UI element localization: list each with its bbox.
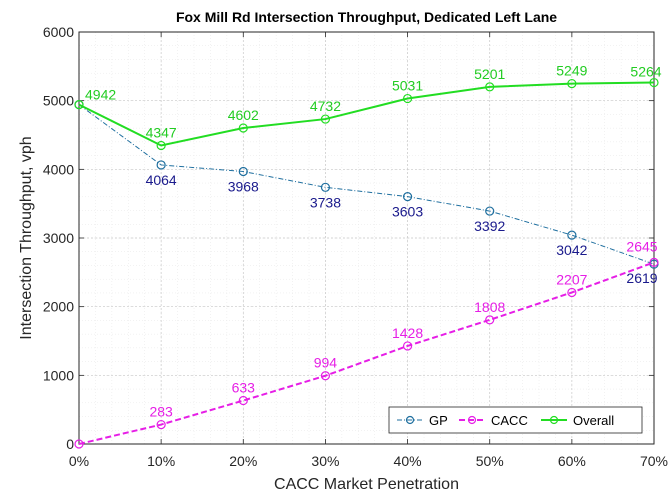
data-point-cacc xyxy=(238,395,248,406)
data-point-overall xyxy=(402,93,413,104)
legend-marker-cacc xyxy=(467,415,477,425)
data-label-gp: 3603 xyxy=(392,204,423,220)
legend-box xyxy=(388,406,643,434)
data-label-overall: 4347 xyxy=(146,125,177,141)
data-point-cacc xyxy=(320,371,331,381)
data-point-overall xyxy=(74,100,84,110)
data-label-overall: 4602 xyxy=(228,107,259,123)
plot-area xyxy=(79,32,654,444)
data-point-gp xyxy=(238,166,248,177)
data-point-gp xyxy=(402,191,413,202)
y-tick-label: 0 xyxy=(66,436,74,452)
data-point-cacc xyxy=(74,439,84,449)
data-label-gp: 3738 xyxy=(310,194,341,210)
y-tick-label: 4000 xyxy=(43,161,74,177)
data-label-cacc: 283 xyxy=(149,404,173,420)
x-tick-label: 20% xyxy=(229,453,257,469)
data-label-gp: 3042 xyxy=(556,242,587,258)
data-label-cacc: 1808 xyxy=(474,299,505,315)
data-point-overall xyxy=(156,140,166,151)
legend-label-gp: GP xyxy=(429,413,448,428)
data-point-gp xyxy=(485,206,495,216)
data-label-overall: 5031 xyxy=(392,78,423,94)
data-label-overall: 4942 xyxy=(85,87,116,103)
data-label-cacc: 1428 xyxy=(392,325,423,341)
x-tick-label: 70% xyxy=(640,453,668,469)
legend-marker-overall xyxy=(549,415,559,425)
data-label-overall: 5264 xyxy=(630,64,661,80)
x-tick-label: 10% xyxy=(147,453,175,469)
legend-label-overall: Overall xyxy=(573,413,614,428)
data-point-cacc xyxy=(649,257,659,267)
data-label-overall: 5201 xyxy=(474,66,505,82)
data-point-cacc xyxy=(567,287,577,298)
legend-label-cacc: CACC xyxy=(491,413,528,428)
data-label-cacc: 2207 xyxy=(556,271,587,287)
data-point-gp xyxy=(320,182,331,192)
data-point-overall xyxy=(567,78,577,89)
data-point-cacc xyxy=(156,419,166,430)
y-tick-label: 5000 xyxy=(43,93,74,109)
x-tick-label: 50% xyxy=(476,453,504,469)
data-label-gp: 3968 xyxy=(228,179,259,195)
data-point-gp xyxy=(567,230,577,240)
data-point-cacc xyxy=(402,341,413,351)
data-point-overall xyxy=(649,77,659,88)
chart-title: Fox Mill Rd Intersection Throughput, Ded… xyxy=(176,9,557,25)
data-label-overall: 4732 xyxy=(310,98,341,114)
x-tick-label: 60% xyxy=(558,453,586,469)
data-point-overall xyxy=(485,82,495,92)
y-axis-ticks: 0 1000 2000 3000 4000 5000 6000 xyxy=(43,24,654,452)
data-label-gp: 3392 xyxy=(474,218,505,234)
data-label-cacc: 633 xyxy=(232,380,256,396)
legend: GP CACC Overall xyxy=(388,406,643,434)
data-point-overall xyxy=(320,114,331,124)
y-axis-label: Intersection Throughput, vph xyxy=(18,136,35,339)
data-point-gp xyxy=(156,160,166,170)
x-axis-label: CACC Market Penetration xyxy=(274,476,459,493)
data-label-cacc: 994 xyxy=(314,355,338,371)
y-tick-label: 3000 xyxy=(43,230,74,246)
y-tick-label: 1000 xyxy=(43,367,74,383)
data-label-gp: 2619 xyxy=(626,270,657,286)
data-labels: 4064 3968 3738 3603 3392 3042 2619 283 633 994 142… xyxy=(85,63,662,420)
data-label-cacc: 2645 xyxy=(626,238,657,254)
data-point-cacc xyxy=(485,315,495,325)
x-tick-label: 40% xyxy=(394,453,422,469)
data-label-overall: 5249 xyxy=(556,63,587,79)
legend-marker-gp xyxy=(405,415,415,425)
y-tick-label: 2000 xyxy=(43,299,74,315)
y-tick-label: 6000 xyxy=(43,24,74,40)
x-tick-label: 0% xyxy=(69,453,89,469)
data-label-gp: 4064 xyxy=(146,172,177,188)
series-line-cacc xyxy=(78,261,655,445)
x-tick-label: 30% xyxy=(311,453,339,469)
x-axis-ticks: 0% 10% 20% 30% 40% 50% 60% 70% xyxy=(69,32,668,469)
series-layer xyxy=(74,77,659,449)
data-point-overall xyxy=(238,123,248,133)
series-line-overall xyxy=(78,81,655,147)
